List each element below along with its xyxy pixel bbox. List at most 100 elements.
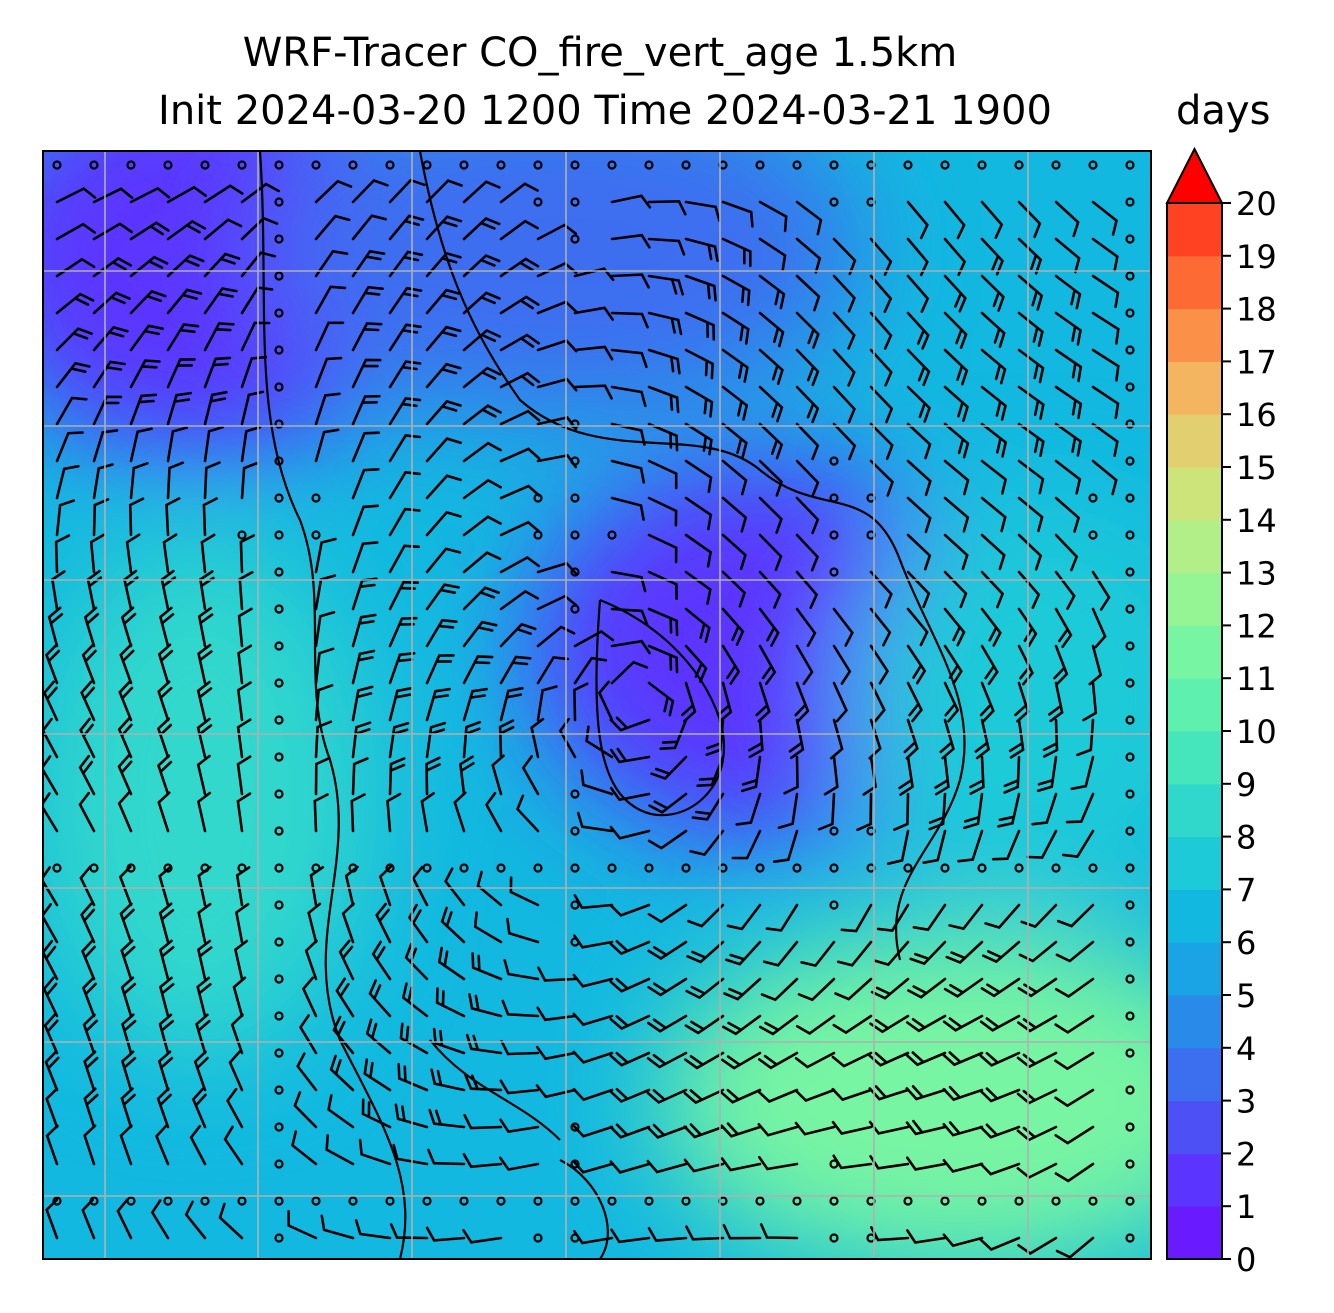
wind-barb [462, 216, 501, 241]
wind-barb [129, 462, 149, 500]
wind-barb [119, 1124, 133, 1166]
wind-barb [647, 940, 688, 961]
wind-barb [945, 940, 984, 965]
wind-barb [648, 792, 688, 814]
wind-barb [646, 1159, 688, 1174]
wind-barb [368, 979, 392, 1018]
calm-marker [385, 1196, 395, 1206]
calm-marker [570, 1159, 580, 1169]
wind-barb [162, 533, 178, 574]
wind-barb [794, 1051, 836, 1069]
calm-marker [52, 160, 62, 170]
wind-barb [1016, 1088, 1058, 1105]
wind-barb [647, 533, 678, 564]
wind-barb [425, 547, 462, 574]
wind-barb [979, 681, 995, 723]
wind-barb [378, 865, 392, 907]
calm-marker [533, 197, 543, 207]
wind-barb [499, 447, 541, 463]
colorbar-band [1167, 361, 1222, 415]
wind-barb [420, 792, 435, 833]
wind-barb [509, 876, 540, 907]
wind-barb [499, 484, 541, 500]
wind-barb [125, 533, 141, 574]
wind-barb [832, 237, 857, 276]
calm-marker [200, 160, 210, 170]
wind-barb [795, 533, 820, 572]
calm-marker [1125, 1159, 1135, 1169]
wind-barb [647, 1226, 688, 1242]
coastline [418, 151, 966, 961]
wind-barb [521, 755, 540, 796]
calm-marker [1088, 1196, 1098, 1206]
wind-barb [1017, 385, 1045, 420]
wind-barb [239, 534, 255, 574]
wind-barb [939, 718, 955, 760]
wind-barb [963, 792, 984, 830]
wind-barb [720, 1088, 762, 1104]
calm-marker [755, 863, 765, 873]
wind-barb [610, 747, 651, 764]
wind-barb [1054, 1051, 1095, 1071]
wind-barb [223, 1125, 244, 1166]
wind-barb [499, 333, 540, 352]
wind-barb [909, 940, 947, 966]
calm-marker [607, 1196, 617, 1206]
wind-barb [499, 409, 541, 426]
wind-barb [832, 644, 852, 685]
wind-barb [462, 551, 502, 574]
calm-marker [829, 826, 839, 836]
wind-barb [157, 791, 171, 833]
calm-marker [1125, 197, 1135, 207]
wind-barb [647, 903, 688, 924]
wind-barb [129, 324, 164, 352]
wind-barb [721, 348, 749, 383]
coastline [429, 1039, 561, 1141]
wind-barb [119, 643, 135, 685]
wind-barb [44, 1050, 60, 1092]
wind-barb [980, 533, 1006, 571]
wind-barb [197, 606, 214, 648]
wind-barb [1076, 718, 1095, 757]
wind-barb [572, 1160, 614, 1174]
wind-barb [351, 285, 384, 315]
wind-barb [425, 1226, 466, 1242]
wind-barb [1017, 1014, 1058, 1033]
wind-barb [129, 289, 167, 315]
wind-barb [735, 792, 762, 826]
wind-barb [572, 1050, 614, 1064]
wind-barb [1065, 792, 1095, 824]
wind-barb [647, 274, 684, 296]
wind-barb [234, 902, 250, 944]
calm-marker [163, 160, 173, 170]
colorbar-tick-label: 17 [1236, 343, 1277, 381]
wind-barb [573, 345, 614, 361]
wind-barb [610, 311, 649, 329]
wind-barb [335, 977, 355, 1018]
wind-barb [536, 1006, 577, 1022]
wind-barb [117, 791, 133, 833]
wind-barb [43, 903, 59, 944]
wind-barb [203, 425, 225, 463]
wind-barb [795, 348, 820, 387]
wind-barb [535, 1045, 577, 1061]
wind-barb [726, 903, 762, 931]
wind-barb [55, 464, 80, 500]
wind-barb [572, 1012, 614, 1027]
calm-marker [1014, 863, 1024, 873]
wind-barb [721, 607, 745, 646]
wind-barb [800, 940, 836, 968]
wind-barb [314, 647, 335, 685]
wind-barb [1053, 644, 1069, 686]
calm-marker [1088, 493, 1098, 503]
wind-barb [980, 644, 999, 685]
wind-barb [758, 496, 783, 534]
wind-barb [832, 1014, 873, 1035]
wind-barb [203, 184, 244, 204]
calm-marker [1125, 1122, 1135, 1132]
wind-barb [47, 606, 64, 648]
wind-barb [721, 533, 747, 570]
wind-barb [720, 1157, 762, 1172]
wind-barb [647, 644, 679, 674]
wind-barb [906, 1156, 947, 1171]
